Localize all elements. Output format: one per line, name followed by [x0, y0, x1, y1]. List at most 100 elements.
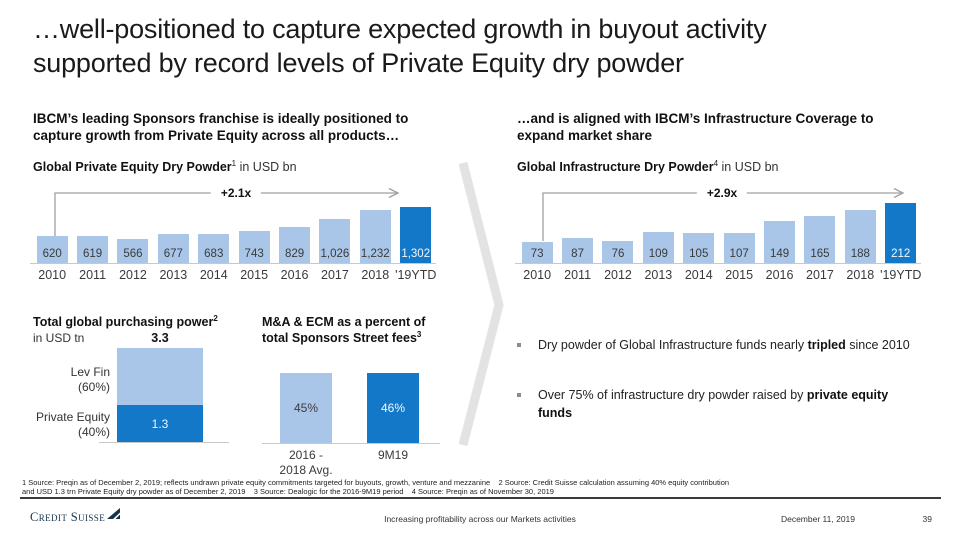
bar-column: 212 '19YTD	[880, 185, 922, 282]
bar: 149	[764, 221, 796, 263]
bar-column: 107 2015	[719, 185, 759, 282]
bar-value-label: 107	[729, 248, 749, 260]
infra-dry-powder-chart: 73 2010 87 2011 76 2012 109 2013 105 2014 107 2015 1…	[515, 185, 923, 287]
pe-chart-title: Global Private Equity Dry Powder1 in USD…	[33, 158, 297, 174]
private-equity-value: 1.3	[151, 416, 169, 431]
bar-value-label: 1,302	[401, 248, 431, 260]
bar-column: 829 2016	[274, 185, 314, 282]
bullet-square-icon	[517, 393, 521, 397]
fees-bar-2016-2018: 45%	[280, 373, 332, 443]
bar-value-label: 1,026	[320, 248, 350, 260]
bar-area: 149	[759, 185, 799, 263]
bar: 829	[279, 227, 311, 263]
pe-chart-title-unit: in USD bn	[236, 160, 297, 174]
bar: 105	[683, 233, 715, 263]
bar-year-label: 2016	[280, 268, 309, 282]
bar-value-label: 188	[850, 248, 870, 260]
bar-year-label: 2016	[765, 268, 794, 282]
bullet-item: Over 75% of infrastructure dry powder ra…	[517, 386, 919, 422]
bar-area: 1,302	[396, 185, 436, 263]
bar: 1,026	[319, 219, 351, 263]
fees-title-sup: 3	[416, 329, 422, 339]
left-headline-line1: IBCM’s leading Sponsors franchise is ide…	[33, 111, 409, 126]
bar: 620	[36, 236, 68, 263]
purchasing-power-title-sup: 2	[213, 313, 218, 323]
infra-growth-arrow	[542, 187, 905, 241]
bar-year-label: 2010	[523, 268, 552, 282]
bar-area: 566	[113, 185, 153, 263]
pe-axis-line	[30, 263, 436, 264]
bar-year-label: 2012	[604, 268, 632, 282]
bar: 73	[521, 242, 553, 263]
bar: 109	[642, 232, 674, 263]
purchasing-power-bar: 1.3	[117, 348, 203, 442]
pe-chart-title-sup: 1	[231, 158, 237, 168]
bar-value-label: 149	[769, 248, 790, 260]
infra-chart-title: Global Infrastructure Dry Powder4 in USD…	[517, 159, 778, 174]
fees-bar1-label: 2016 - 2018 Avg.	[279, 448, 333, 477]
bar-column: 165 2017	[800, 185, 840, 282]
bar-area: 212	[881, 185, 921, 263]
bar-value-label: 165	[810, 248, 830, 260]
bar-area: 87	[557, 185, 597, 263]
bar-year-label: 2011	[79, 268, 107, 282]
bar-value-label: 87	[571, 248, 584, 260]
bar-value-label: 105	[689, 248, 709, 260]
bar: 743	[238, 231, 270, 263]
fees-bar2-value: 46%	[380, 401, 406, 415]
private-equity-label: Private Equity (40%)	[35, 410, 110, 439]
bar-year-label: '19YTD	[880, 268, 922, 282]
pe-growth-label: +2.1x	[210, 186, 262, 200]
bullet-text: Dry powder of Global Infrastructure fund…	[538, 338, 910, 352]
bar-value-label: 829	[284, 248, 305, 260]
bar-area: 107	[719, 185, 759, 263]
bar-column: 1,026 2017	[315, 185, 355, 282]
bar: 107	[723, 233, 755, 263]
fees-bar1-value: 45%	[293, 401, 319, 415]
lev-fin-label: Lev Fin (60%)	[70, 365, 110, 394]
bar-year-label: '19YTD	[395, 268, 437, 282]
bar: 677	[157, 234, 189, 263]
bar-value-label: 683	[204, 248, 224, 260]
bar-column: 619 2011	[72, 185, 112, 282]
bar-year-label: 2014	[199, 268, 228, 282]
bar-year-label: 2017	[321, 268, 349, 282]
bar-value-label: 677	[163, 248, 183, 260]
bullet-square-icon	[517, 343, 521, 347]
bar-year-label: 2017	[806, 268, 834, 282]
bar-column: 1,302 '19YTD	[395, 185, 437, 282]
bar-column: 677 2013	[153, 185, 193, 282]
chevron-divider-icon	[458, 161, 504, 447]
bar-value-label: 212	[891, 248, 911, 260]
credit-suisse-logo: Credit Suisse	[30, 508, 121, 524]
bar-area: 677	[153, 185, 193, 263]
private-equity-segment: 1.3	[117, 405, 203, 442]
footer-rule	[20, 497, 941, 499]
right-headline: …and is aligned with IBCM’s Infrastructu…	[517, 110, 874, 144]
bar-year-label: 2018	[361, 268, 390, 282]
bar-area: 743	[234, 185, 274, 263]
bar: 1,232	[359, 210, 391, 263]
page-title: …well-positioned to capture expected gro…	[33, 12, 948, 80]
bar-value-label: 76	[611, 248, 625, 260]
bar-value-label: 620	[42, 248, 62, 260]
bar-column: 76 2012	[598, 185, 638, 282]
pe-bars: 620 2010 619 2011 566 2012 677 2013 683 2014 743 20…	[32, 185, 438, 282]
bar-area: 619	[72, 185, 112, 263]
bar-area: 1,026	[315, 185, 355, 263]
bar-area: 165	[800, 185, 840, 263]
bar-area: 620	[32, 185, 72, 263]
bar-column: 105 2014	[679, 185, 719, 282]
bar-year-label: 2015	[725, 268, 754, 282]
pe-chart-title-text: Global Private Equity Dry Powder	[33, 160, 232, 174]
bar: 212	[885, 203, 917, 263]
fees-title: M&A & ECM as a percent of total Sponsors…	[262, 314, 425, 346]
bar-value-label: 566	[123, 248, 143, 260]
bar-column: 683 2014	[194, 185, 234, 282]
bar-area: 829	[274, 185, 314, 263]
bar-column: 149 2016	[759, 185, 799, 282]
infra-axis-line	[515, 263, 921, 264]
bar-column: 1,232 2018	[355, 185, 395, 282]
page-number: 39	[922, 514, 932, 524]
